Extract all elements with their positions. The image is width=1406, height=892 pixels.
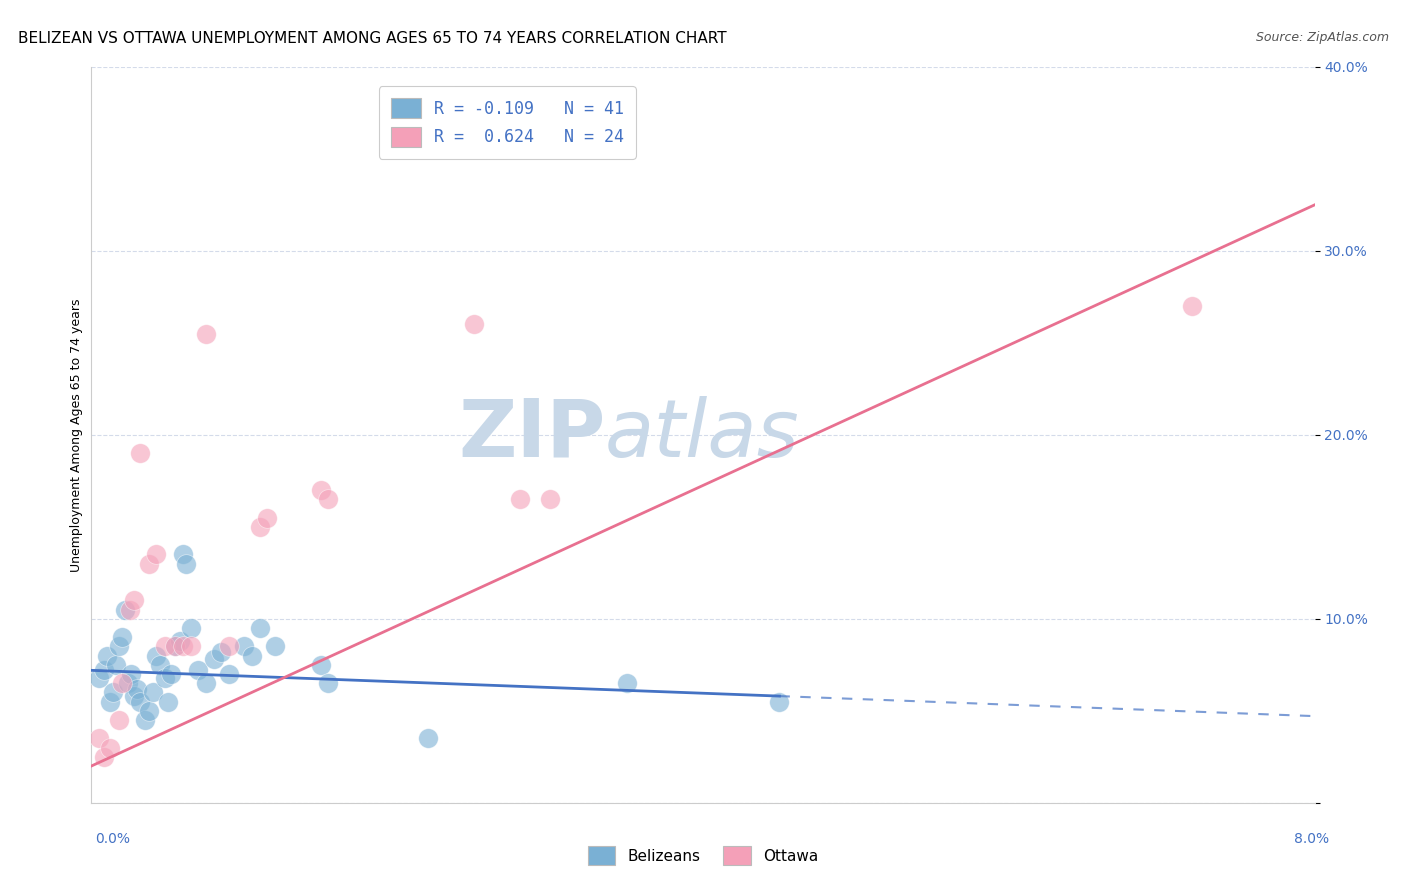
Point xyxy=(416,731,439,746)
Text: 0.0%: 0.0% xyxy=(96,832,131,846)
Legend: R = -0.109   N = 41, R =  0.624   N = 24: R = -0.109 N = 41, R = 0.624 N = 24 xyxy=(380,87,636,159)
Point xyxy=(129,446,152,460)
Point xyxy=(195,676,218,690)
Legend: Belizeans, Ottawa: Belizeans, Ottawa xyxy=(582,840,824,871)
Point xyxy=(165,640,187,654)
Point xyxy=(120,667,142,681)
Point xyxy=(218,667,240,681)
Point xyxy=(160,667,183,681)
Point xyxy=(93,749,115,764)
Point xyxy=(87,671,110,685)
Point xyxy=(108,640,131,654)
Y-axis label: Unemployment Among Ages 65 to 74 years: Unemployment Among Ages 65 to 74 years xyxy=(70,298,83,572)
Point xyxy=(87,731,110,746)
Point xyxy=(118,602,141,616)
Point xyxy=(98,695,121,709)
Point xyxy=(616,676,638,690)
Point xyxy=(1181,299,1204,313)
Text: 8.0%: 8.0% xyxy=(1294,832,1329,846)
Point xyxy=(180,640,202,654)
Point xyxy=(264,640,287,654)
Point xyxy=(209,645,232,659)
Point xyxy=(98,740,121,755)
Text: BELIZEAN VS OTTAWA UNEMPLOYMENT AMONG AGES 65 TO 74 YEARS CORRELATION CHART: BELIZEAN VS OTTAWA UNEMPLOYMENT AMONG AG… xyxy=(18,31,727,46)
Point xyxy=(249,520,271,534)
Point xyxy=(108,713,131,727)
Point xyxy=(156,695,179,709)
Text: ZIP: ZIP xyxy=(458,396,605,474)
Point xyxy=(233,640,256,654)
Point xyxy=(538,492,561,507)
Point xyxy=(174,557,197,571)
Point xyxy=(111,630,134,644)
Point xyxy=(169,633,191,648)
Point xyxy=(153,671,176,685)
Text: atlas: atlas xyxy=(605,396,800,474)
Point xyxy=(149,657,172,672)
Point xyxy=(104,657,127,672)
Point xyxy=(172,640,194,654)
Point xyxy=(138,557,160,571)
Point xyxy=(122,593,145,607)
Point xyxy=(309,657,332,672)
Point xyxy=(318,492,340,507)
Point xyxy=(111,676,134,690)
Point xyxy=(249,621,271,635)
Point xyxy=(187,664,209,678)
Point xyxy=(195,326,218,341)
Point xyxy=(318,676,340,690)
Point xyxy=(134,713,156,727)
Point xyxy=(114,602,136,616)
Point xyxy=(172,548,194,562)
Point xyxy=(127,681,149,696)
Point xyxy=(153,640,176,654)
Point xyxy=(145,548,167,562)
Point xyxy=(509,492,531,507)
Point xyxy=(101,685,124,699)
Point xyxy=(463,318,485,332)
Point xyxy=(218,640,240,654)
Point xyxy=(117,676,139,690)
Point xyxy=(93,664,115,678)
Point xyxy=(309,483,332,497)
Point xyxy=(180,621,202,635)
Point xyxy=(145,648,167,663)
Point xyxy=(122,689,145,703)
Point xyxy=(165,640,187,654)
Point xyxy=(141,685,163,699)
Point xyxy=(202,652,225,666)
Point xyxy=(256,510,278,524)
Text: Source: ZipAtlas.com: Source: ZipAtlas.com xyxy=(1256,31,1389,45)
Point xyxy=(129,695,152,709)
Point xyxy=(138,704,160,718)
Point xyxy=(240,648,263,663)
Point xyxy=(96,648,118,663)
Point xyxy=(768,695,790,709)
